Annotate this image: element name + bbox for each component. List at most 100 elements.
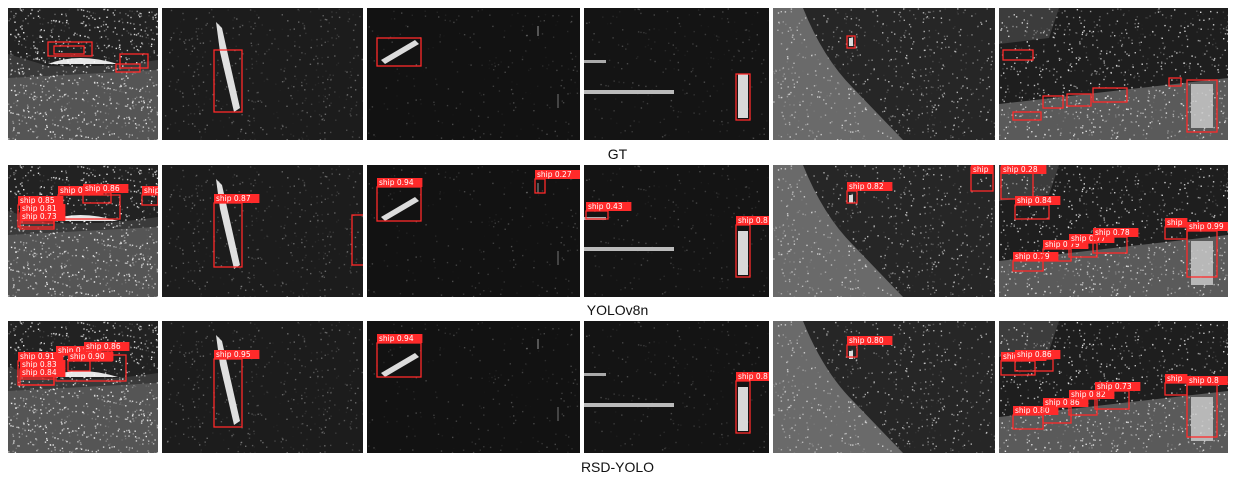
detection-label: ship 0.27 [537, 170, 572, 179]
image-panel [162, 8, 363, 140]
detection-label: ship 0.85 [20, 196, 55, 205]
detection-box: ship 0.27 [534, 170, 580, 194]
detection-box: ship 0.94 [376, 334, 423, 378]
detection-box: ship 0.87 [213, 194, 260, 268]
image-panel: ship 0.91 ship 0.86 ship 0.86 ship 0.83 ship… [8, 321, 158, 453]
detection-box: ship 0.86 [1014, 350, 1061, 372]
detection-box: ship 0.8 [735, 372, 769, 434]
detection-label: ship [1167, 218, 1183, 227]
detection-label: ship [973, 165, 989, 174]
detection-label: ship 0.99 [1189, 222, 1224, 231]
sar-scene: ship 0.95 [162, 321, 363, 453]
image-panel: ship 0.94 [367, 321, 580, 453]
sar-scene: ship 0.80 [773, 321, 995, 453]
detection-label: ship 0.8 [738, 216, 768, 225]
image-panel [584, 8, 769, 140]
detection-label: ship 0.28 [1003, 165, 1038, 174]
detection-box [1002, 49, 1034, 61]
detection-label: ship [144, 186, 158, 195]
row-label: YOLOv8n [586, 302, 649, 318]
sar-scene: ship 0.82 ship [773, 165, 995, 297]
detection-label: ship [1167, 374, 1183, 383]
image-panel: ship 0.80 [773, 321, 995, 453]
detection-box: ship 0.73 [1094, 382, 1141, 410]
sar-scene [162, 8, 363, 140]
detection-box: ship [1164, 374, 1188, 396]
detection-box: ship 0.84 [1014, 196, 1061, 220]
detection-label: ship 0.87 [216, 194, 251, 203]
detection-label: ship 0.73 [1097, 382, 1132, 391]
detection-box: ship 0.99 [1186, 222, 1228, 278]
detection-box [1168, 77, 1182, 87]
detection-box [1042, 95, 1064, 109]
image-panel [773, 8, 995, 140]
row-rsd-yolo: ship 0.91 ship 0.86 ship 0.86 ship 0.83 ship… [0, 321, 1235, 453]
detection-label: ship 0.73 [22, 212, 57, 221]
detection-box: ship 0.90 [67, 352, 114, 372]
sar-scene: ship 0.8 [584, 321, 769, 453]
row-yolov8n: ship 0.85 ship 0.94 ship 0.86 ship ship 0.81… [0, 165, 1235, 297]
image-panel: ship 0.82 ship [773, 165, 995, 297]
detection-box: ship [1164, 218, 1188, 240]
detection-box: ship 0.79 [1012, 252, 1059, 272]
detection-box: ship 0.95 [213, 350, 260, 428]
detection-label: ship 0.86 [86, 342, 121, 351]
image-panel: ship 0.85 ship 0.94 ship 0.86 ship ship 0.81… [8, 165, 158, 297]
detection-label: ship 0.8 [1189, 376, 1219, 385]
sar-scene: ship 0.94 [367, 321, 580, 453]
detection-box [1012, 111, 1042, 121]
image-panel: ship 0.43 ship 0.8 [584, 165, 769, 297]
detection-label: ship 0.94 [379, 178, 414, 187]
image-panel [8, 8, 158, 140]
sar-scene [367, 8, 580, 140]
image-panel: ship 0.28 ship 0.84 ship 0.79 ship 0.79 ship… [999, 165, 1228, 297]
detection-box [1066, 93, 1092, 107]
image-panel [999, 8, 1228, 140]
detection-label: ship 0.82 [849, 182, 884, 191]
detection-label: ship 0.94 [379, 334, 414, 343]
detection-box: ship [141, 186, 158, 206]
detection-box: ship 0.84 [19, 368, 66, 386]
detection-label: ship 0.86 [58, 346, 93, 355]
sar-scene [773, 8, 995, 140]
sar-scene [584, 8, 769, 140]
sar-scene: ship 0.43 ship 0.8 [584, 165, 769, 297]
detection-label: ship 0.79 [1045, 240, 1080, 249]
detection-label: ship 0.95 [216, 350, 251, 359]
detection-box [47, 41, 93, 57]
detection-box: ship 0.43 [585, 202, 632, 220]
detection-label: ship 0.78 [1095, 228, 1130, 237]
detection-label: ship 0.84 [22, 368, 57, 377]
detection-label: ship 0.90 [70, 352, 105, 361]
detection-label: ship 0.94 [60, 186, 95, 195]
detection-label: ship 0.84 [1017, 196, 1052, 205]
image-panel [367, 8, 580, 140]
row-label: RSD-YOLO [580, 459, 655, 475]
detection-label: ship 0.8 [738, 372, 768, 381]
detection-box [53, 45, 85, 55]
detection-box [115, 63, 141, 73]
detection-box [376, 37, 422, 67]
detection-box [846, 35, 856, 49]
detection-box: ship 0.8 [735, 216, 769, 278]
detection-label: ship 0.80 [1015, 406, 1050, 415]
detection-box: ship 0.80 [846, 336, 893, 358]
detection-box [119, 53, 149, 69]
detection-box: ship 0.86 [82, 184, 129, 204]
detection-label: ship 0.77 [1071, 234, 1106, 243]
sar-scene: ship 0.94 ship 0.27 [367, 165, 580, 297]
detection-box: ship 0.94 [376, 178, 423, 222]
detection-box: ship 0.8 [1186, 376, 1228, 438]
detection-box: ship [970, 165, 994, 192]
detection-label: ship 0.86 [85, 184, 120, 193]
detection-box [1186, 79, 1218, 133]
detection-box [351, 214, 363, 266]
detection-label: ship 0.81 [22, 204, 57, 213]
detection-box: ship 0.77 [1068, 234, 1115, 258]
row-gt [0, 8, 1235, 140]
sar-scene [999, 8, 1228, 140]
image-panel: ship 0.87 [162, 165, 363, 297]
